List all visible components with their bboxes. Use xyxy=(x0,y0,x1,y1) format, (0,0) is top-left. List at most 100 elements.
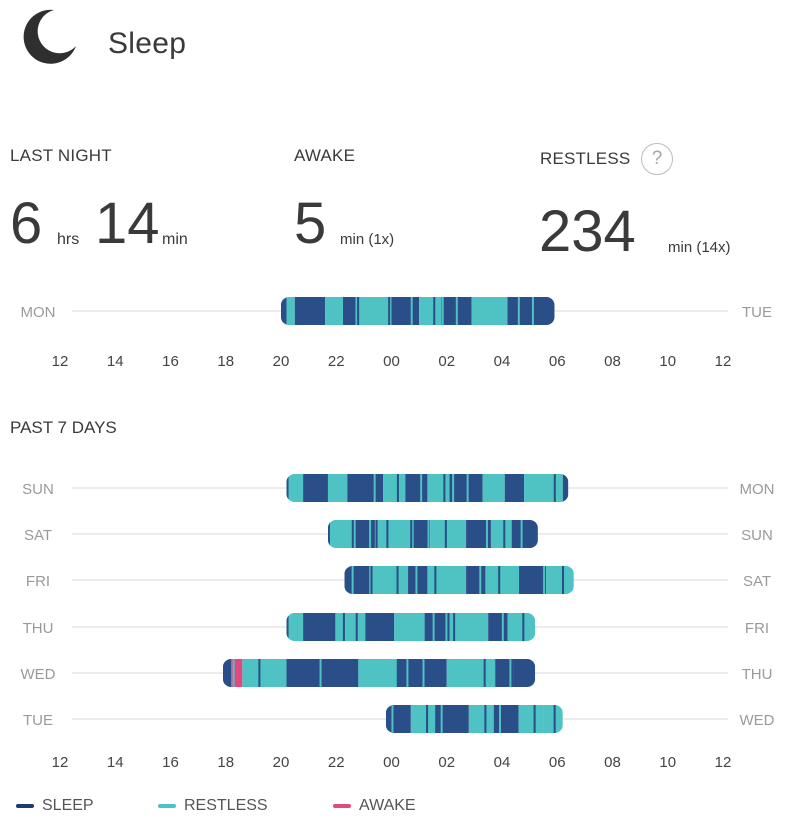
sleep-stripe xyxy=(509,297,512,325)
sleep-stripe xyxy=(422,659,425,687)
sleep-segment-sleep xyxy=(518,566,547,594)
sleep-stripe xyxy=(530,474,533,502)
sleep-stripe xyxy=(295,474,298,502)
sleep-stripe xyxy=(281,297,283,325)
sleep-stripe xyxy=(420,705,423,733)
sleep-segment-sleep xyxy=(303,613,337,641)
sleep-stripe xyxy=(427,520,430,548)
sleep-stripe xyxy=(553,474,556,502)
sleep-stripe xyxy=(385,705,388,733)
sleep-stripe xyxy=(375,520,378,548)
sleep-stripe xyxy=(489,705,492,733)
sleep-stripe xyxy=(462,520,465,548)
sleep-segment-restless xyxy=(427,566,467,594)
x-tick-label: 14 xyxy=(107,353,124,370)
help-icon[interactable]: ? xyxy=(641,143,673,175)
sleep-segment-sleep xyxy=(355,520,375,548)
sleep-segment-sleep xyxy=(510,520,538,548)
sleep-stripe xyxy=(312,297,315,325)
sleep-stripe xyxy=(410,297,413,325)
x-tick-label: 18 xyxy=(217,754,234,771)
sleep-stripe xyxy=(445,613,448,641)
x-tick-label: 02 xyxy=(438,353,455,370)
sleep-stripe xyxy=(440,705,443,733)
sleep-stripe xyxy=(309,659,312,687)
sleep-segment-restless xyxy=(524,474,563,502)
restless-value: 234 xyxy=(539,199,636,264)
sleep-segment-awake xyxy=(231,659,243,687)
sleep-bar xyxy=(281,297,555,325)
sleep-stripe xyxy=(531,297,534,325)
sleep-stripe xyxy=(503,520,506,548)
sleep-segment-sleep xyxy=(504,474,525,502)
sleep-stripe xyxy=(536,566,539,594)
sleep-stripe xyxy=(457,659,460,687)
sleep-segment-sleep xyxy=(405,474,428,502)
sleep-stripe xyxy=(453,613,456,641)
sleep-stripe xyxy=(408,566,411,594)
sleep-stripe xyxy=(426,705,429,733)
sleep-stripe xyxy=(509,659,512,687)
sleep-stripe xyxy=(539,705,542,733)
sleep-segment-restless xyxy=(485,566,519,594)
sleep-stripe xyxy=(498,705,501,733)
sleep-stripe xyxy=(519,659,522,687)
sleep-segment-sleep xyxy=(397,659,447,687)
sleep-segment-restless xyxy=(258,659,287,687)
sleep-segment-restless xyxy=(490,520,511,548)
x-tick-label: 02 xyxy=(438,754,455,771)
sleep-stripe xyxy=(520,520,523,548)
legend-sleep: SLEEP xyxy=(16,797,94,815)
sleep-stripe xyxy=(410,520,413,548)
sleep-stripe xyxy=(433,297,436,325)
sleep-stripe xyxy=(232,659,235,687)
sleep-stripe xyxy=(365,297,368,325)
sleep-stripe xyxy=(351,566,354,594)
row-start-day: WED xyxy=(21,666,56,683)
sleep-stripe xyxy=(443,474,446,502)
sleep-stripe xyxy=(498,566,501,594)
row-start-day: SAT xyxy=(24,527,52,544)
sleep-segment-sleep xyxy=(391,297,420,325)
sleep-stripe xyxy=(501,613,504,641)
sleep-stripe xyxy=(562,566,565,594)
sleep-stripe xyxy=(472,566,475,594)
sleep-stripe xyxy=(314,613,317,641)
sleep-stripe xyxy=(468,520,471,548)
sleep-stripe xyxy=(319,659,322,687)
sleep-stripe xyxy=(498,474,501,502)
sleep-stripe xyxy=(504,705,507,733)
sleep-stripe xyxy=(355,613,358,641)
row-end-day: SAT xyxy=(743,573,771,590)
sleep-segment-restless xyxy=(369,566,409,594)
sleep-segment-sleep xyxy=(424,613,450,641)
x-tick-label: 10 xyxy=(659,754,676,771)
sleep-segment-sleep xyxy=(363,613,395,641)
sleep-segment-sleep xyxy=(413,520,431,548)
sleep-stripe xyxy=(554,566,557,594)
sleep-segment-restless xyxy=(543,705,563,733)
sleep-stripe xyxy=(517,566,520,594)
sleep-stripe xyxy=(396,566,399,594)
sleep-stripe xyxy=(327,520,330,548)
sleep-stripe xyxy=(432,659,435,687)
sleep-bar xyxy=(222,659,536,687)
sleep-stripe xyxy=(493,659,496,687)
sleep-stripe xyxy=(479,566,482,594)
sleep-stripe xyxy=(473,613,476,641)
sleep-segment-restless xyxy=(427,474,450,502)
sleep-stripe xyxy=(334,297,337,325)
sleep-stripe xyxy=(444,520,447,548)
sleep-stripe xyxy=(553,705,556,733)
x-tick-label: 04 xyxy=(494,754,511,771)
row-end-day: WED xyxy=(740,712,775,729)
sleep-segment-restless xyxy=(446,659,494,687)
sleep-stripe xyxy=(389,566,392,594)
row-end-day: SUN xyxy=(741,527,773,544)
sleep-stripe xyxy=(222,659,225,687)
sleep-segment-restless xyxy=(482,474,505,502)
sleep-bar xyxy=(286,474,569,502)
sleep-stripe xyxy=(435,705,438,733)
x-tick-label: 12 xyxy=(715,353,732,370)
row-start-day: THU xyxy=(23,620,54,637)
